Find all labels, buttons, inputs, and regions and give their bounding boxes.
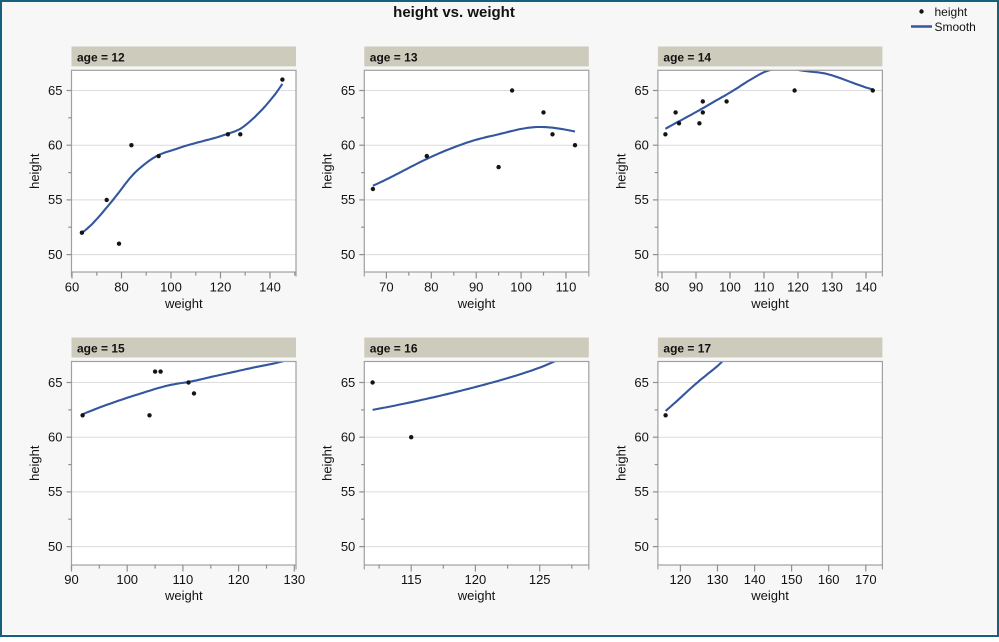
svg-text:100: 100: [719, 280, 741, 295]
svg-text:140: 140: [259, 280, 281, 295]
svg-text:150: 150: [781, 572, 803, 587]
svg-text:weight: weight: [750, 588, 789, 603]
svg-text:110: 110: [556, 280, 577, 295]
svg-text:65: 65: [634, 375, 648, 390]
svg-text:60: 60: [65, 280, 79, 295]
svg-text:age = 12: age = 12: [77, 51, 125, 65]
svg-text:55: 55: [634, 484, 648, 499]
svg-text:115: 115: [401, 572, 422, 587]
svg-text:50: 50: [48, 539, 62, 554]
svg-text:90: 90: [689, 280, 703, 295]
svg-text:60: 60: [634, 430, 648, 445]
svg-text:65: 65: [341, 83, 355, 98]
svg-text:55: 55: [48, 192, 62, 207]
svg-text:50: 50: [341, 247, 355, 262]
svg-text:140: 140: [744, 572, 766, 587]
svg-text:height: height: [613, 153, 628, 189]
svg-text:65: 65: [48, 83, 62, 98]
svg-text:65: 65: [48, 375, 62, 390]
svg-text:50: 50: [341, 539, 355, 554]
svg-text:60: 60: [341, 138, 355, 153]
svg-text:55: 55: [341, 192, 355, 207]
svg-text:height: height: [935, 5, 968, 19]
svg-text:age = 13: age = 13: [370, 51, 418, 65]
svg-text:100: 100: [160, 280, 182, 295]
svg-text:90: 90: [469, 280, 483, 295]
svg-text:height: height: [27, 153, 42, 189]
svg-text:170: 170: [855, 572, 877, 587]
svg-text:50: 50: [634, 247, 648, 262]
svg-text:height: height: [613, 445, 628, 481]
svg-text:60: 60: [341, 430, 355, 445]
svg-text:age = 16: age = 16: [370, 342, 418, 356]
svg-text:height: height: [27, 445, 42, 481]
svg-text:120: 120: [228, 572, 250, 587]
svg-text:80: 80: [655, 280, 669, 295]
svg-text:age = 17: age = 17: [663, 342, 711, 356]
svg-text:weight: weight: [457, 296, 496, 311]
svg-text:60: 60: [634, 138, 648, 153]
svg-text:60: 60: [48, 430, 62, 445]
svg-text:Smooth: Smooth: [935, 20, 976, 34]
svg-text:50: 50: [48, 247, 62, 262]
svg-text:height: height: [320, 445, 335, 481]
svg-text:age = 15: age = 15: [77, 342, 125, 356]
svg-text:125: 125: [529, 572, 551, 587]
svg-text:80: 80: [424, 280, 438, 295]
svg-text:60: 60: [48, 138, 62, 153]
svg-text:height: height: [320, 153, 335, 189]
svg-text:160: 160: [818, 572, 840, 587]
svg-text:70: 70: [379, 280, 393, 295]
svg-text:120: 120: [670, 572, 692, 587]
svg-text:130: 130: [707, 572, 729, 587]
svg-text:120: 120: [465, 572, 487, 587]
svg-text:weight: weight: [457, 588, 496, 603]
svg-text:weight: weight: [164, 588, 203, 603]
svg-text:55: 55: [341, 484, 355, 499]
svg-text:height vs. weight: height vs. weight: [393, 4, 515, 21]
svg-text:55: 55: [634, 192, 648, 207]
svg-text:weight: weight: [750, 296, 789, 311]
svg-text:120: 120: [787, 280, 809, 295]
svg-text:140: 140: [855, 280, 877, 295]
svg-text:65: 65: [634, 83, 648, 98]
svg-text:65: 65: [341, 375, 355, 390]
svg-text:130: 130: [283, 572, 305, 587]
svg-text:55: 55: [48, 484, 62, 499]
svg-text:130: 130: [821, 280, 843, 295]
svg-text:100: 100: [116, 572, 138, 587]
svg-text:110: 110: [754, 280, 775, 295]
svg-text:90: 90: [64, 572, 78, 587]
svg-text:age = 14: age = 14: [663, 51, 711, 65]
svg-text:100: 100: [510, 280, 532, 295]
svg-text:50: 50: [634, 539, 648, 554]
svg-text:weight: weight: [164, 296, 203, 311]
svg-text:120: 120: [210, 280, 232, 295]
svg-text:110: 110: [173, 572, 194, 587]
svg-text:80: 80: [114, 280, 128, 295]
